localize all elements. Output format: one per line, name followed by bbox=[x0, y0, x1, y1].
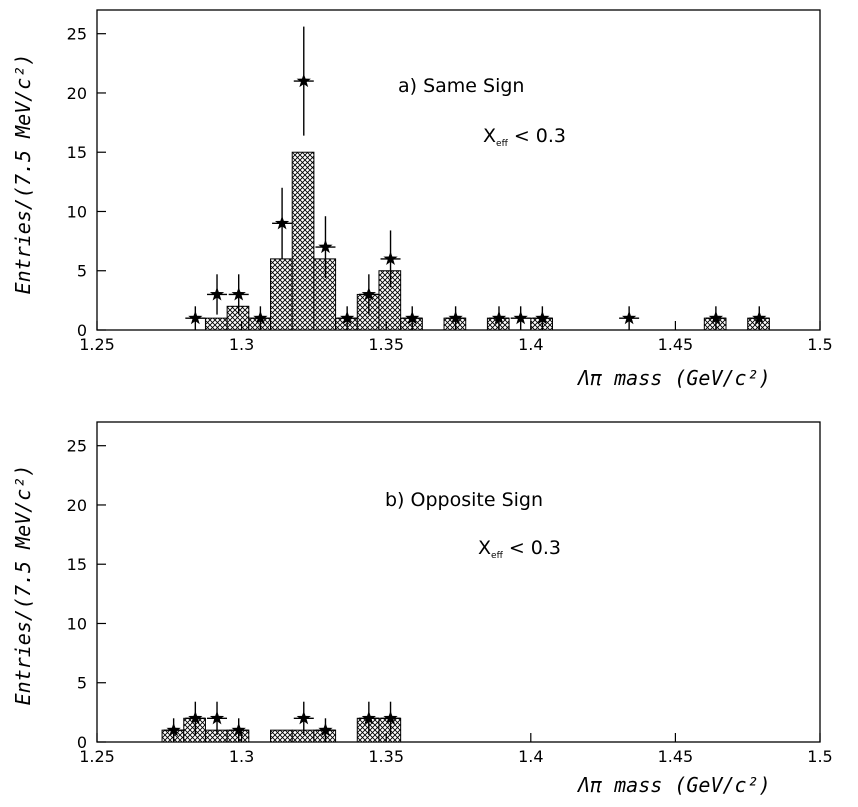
x-tick-label: 1.4 bbox=[518, 747, 543, 766]
histogram-bar bbox=[291, 729, 315, 743]
y-tick-label: 15 bbox=[67, 555, 87, 574]
x-tick-label: 1.5 bbox=[807, 747, 832, 766]
histogram-bar bbox=[270, 258, 293, 331]
y-tick-label: 5 bbox=[77, 674, 87, 693]
data-point-star bbox=[188, 710, 203, 725]
y-tick-label: 0 bbox=[77, 733, 87, 752]
y-axis-label: Entries/(7.5 MeV/c²) bbox=[11, 465, 35, 706]
x-tick-label: 1.45 bbox=[658, 747, 694, 766]
cut-sub: eff bbox=[491, 551, 504, 561]
y-axis-ticks: 0 5 10 15 20 25 bbox=[67, 25, 106, 340]
histogram-bar bbox=[313, 258, 337, 331]
data-point-star bbox=[209, 710, 225, 725]
y-tick-label: 20 bbox=[67, 496, 87, 515]
y-tick-label: 25 bbox=[67, 437, 87, 456]
x-axis-ticks: 1.25 1.3 1.35 1.4 1.45 1.5 bbox=[79, 733, 833, 766]
data-point-star bbox=[383, 710, 398, 725]
y-axis-label: Entries/(7.5 MeV/c²) bbox=[11, 54, 35, 295]
data-points bbox=[185, 26, 770, 330]
data-point-star bbox=[448, 310, 463, 325]
y-tick-label: 10 bbox=[67, 614, 87, 633]
y-tick-label: 0 bbox=[77, 321, 87, 340]
data-point-star bbox=[340, 310, 355, 325]
data-point-star bbox=[166, 722, 181, 737]
cut-main: X bbox=[478, 537, 491, 559]
x-tick-label: 1.5 bbox=[807, 335, 832, 354]
data-point-star bbox=[752, 310, 767, 325]
histogram-bar bbox=[204, 317, 228, 331]
y-tick-label: 25 bbox=[67, 25, 87, 44]
x-tick-label: 1.35 bbox=[368, 335, 404, 354]
x-tick-label: 1.25 bbox=[79, 335, 115, 354]
x-tick-label: 1.4 bbox=[518, 335, 543, 354]
data-point-star bbox=[361, 286, 376, 301]
data-point-star bbox=[622, 310, 637, 325]
x-tick-label: 1.35 bbox=[368, 747, 404, 766]
data-point-star bbox=[296, 710, 311, 725]
data-point-star bbox=[209, 286, 225, 301]
panel-a: 1.25 1.3 1.35 1.4 1.45 1.5 0 5 10 15 20 25 a) Same… bbox=[11, 9, 833, 390]
x-tick-label: 1.45 bbox=[658, 335, 694, 354]
cut-label: Xeff < 0.3 bbox=[483, 125, 566, 149]
x-tick-label: 1.3 bbox=[229, 335, 254, 354]
histogram-bar bbox=[226, 305, 250, 331]
data-point-star bbox=[318, 722, 333, 737]
data-point-star bbox=[296, 73, 311, 88]
histogram-bar bbox=[378, 717, 402, 743]
data-point-star bbox=[253, 310, 268, 325]
panel-annotation: b) Opposite Sign bbox=[385, 489, 543, 511]
x-tick-label: 1.25 bbox=[79, 747, 115, 766]
data-point-star bbox=[361, 710, 376, 725]
y-tick-label: 20 bbox=[67, 84, 87, 103]
histogram-bar bbox=[270, 729, 293, 743]
x-tick-label: 1.3 bbox=[229, 747, 254, 766]
y-axis-ticks: 0 5 10 15 20 25 bbox=[67, 437, 106, 752]
cut-rest: < 0.3 bbox=[503, 537, 561, 559]
x-axis-label: Λπ mass (GeV/c²) bbox=[576, 773, 771, 797]
data-point-star bbox=[231, 722, 246, 737]
histogram-bar bbox=[204, 729, 228, 743]
data-point-star bbox=[383, 251, 398, 265]
cut-sub: eff bbox=[496, 139, 509, 149]
histogram-bars bbox=[161, 717, 402, 743]
data-point-star bbox=[535, 310, 550, 325]
data-point-star bbox=[188, 310, 203, 325]
data-points bbox=[163, 701, 401, 742]
cut-label: Xeff < 0.3 bbox=[478, 537, 561, 561]
data-point-star bbox=[513, 310, 528, 325]
y-tick-label: 5 bbox=[77, 262, 87, 281]
data-point-star bbox=[491, 310, 507, 325]
histogram-bar bbox=[291, 151, 315, 331]
x-axis-label: Λπ mass (GeV/c²) bbox=[576, 366, 771, 390]
histogram-bar bbox=[356, 717, 380, 743]
histogram-bar bbox=[356, 293, 380, 331]
y-tick-label: 15 bbox=[67, 143, 87, 162]
data-point-star bbox=[405, 310, 420, 325]
data-point-star bbox=[274, 215, 290, 230]
histogram-bar bbox=[378, 270, 402, 331]
histogram-bar bbox=[183, 717, 206, 743]
data-point-star bbox=[318, 239, 333, 254]
plot-frame bbox=[96, 9, 821, 331]
data-point-star bbox=[231, 286, 246, 301]
data-point-star bbox=[708, 310, 724, 325]
y-tick-label: 10 bbox=[67, 202, 87, 221]
x-axis-ticks: 1.25 1.3 1.35 1.4 1.45 1.5 bbox=[79, 321, 833, 354]
panel-annotation: a) Same Sign bbox=[398, 75, 524, 97]
cut-rest: < 0.3 bbox=[508, 125, 566, 147]
histogram-bars bbox=[204, 151, 770, 331]
plot-frame bbox=[96, 421, 821, 743]
cut-main: X bbox=[483, 125, 496, 147]
panel-b: 1.25 1.3 1.35 1.4 1.45 1.5 0 5 10 15 20 25 b) Oppo… bbox=[11, 421, 833, 797]
